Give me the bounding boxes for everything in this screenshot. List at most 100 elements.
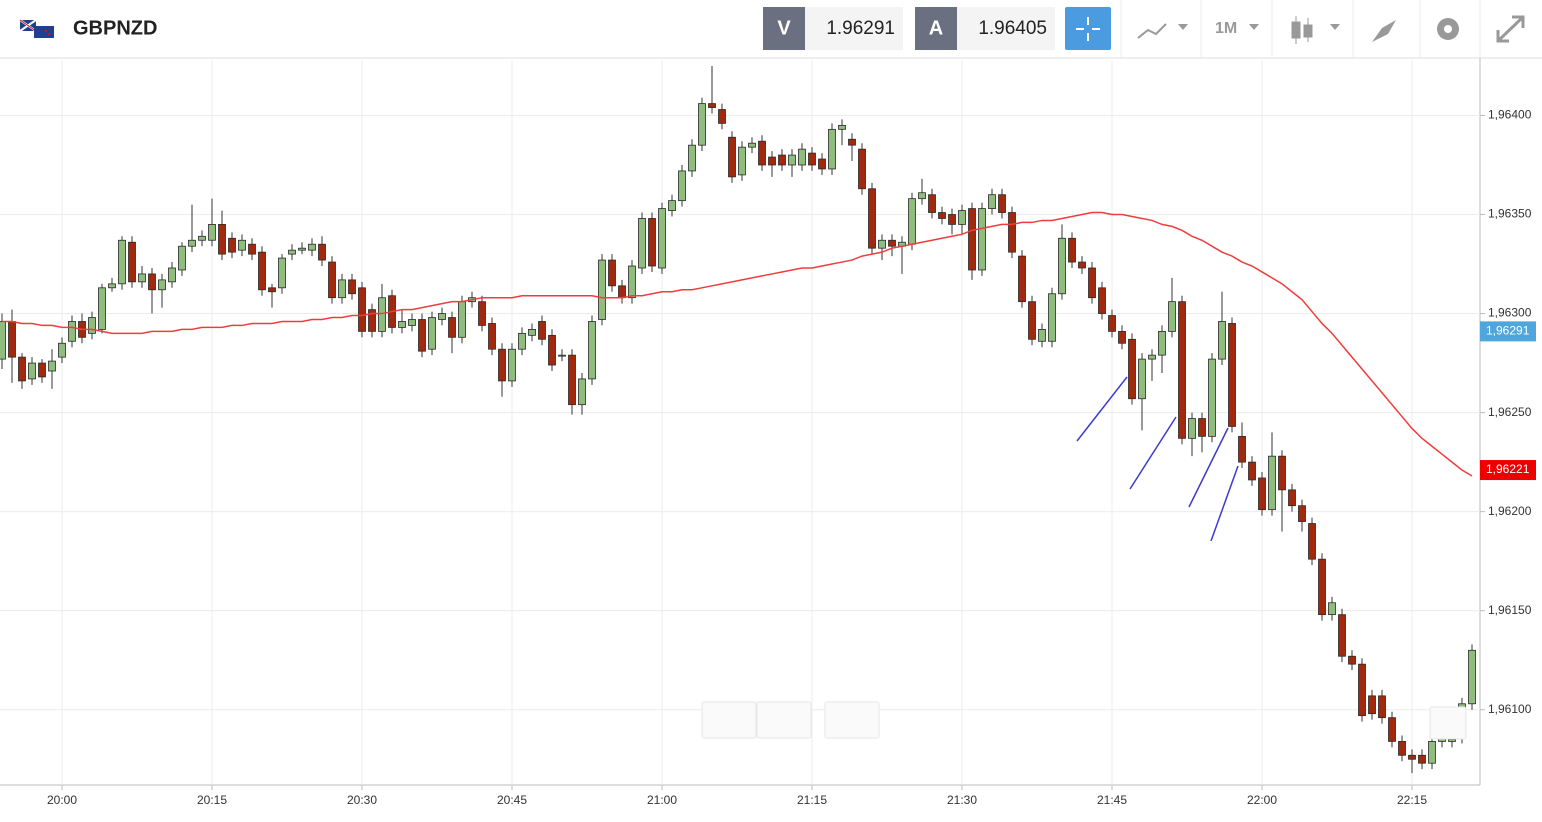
- crosshair-button[interactable]: [1065, 7, 1111, 50]
- x-tick-label: 20:15: [197, 793, 227, 807]
- candle-body: [358, 287, 366, 332]
- candle-body: [488, 323, 496, 350]
- trend-annotation: [1076, 376, 1128, 442]
- nav-button[interactable]: [756, 701, 812, 739]
- candle-body: [578, 378, 586, 406]
- bid-button[interactable]: [763, 7, 805, 50]
- candle-body: [278, 257, 286, 289]
- candle-body: [1138, 358, 1146, 400]
- candle-body: [328, 261, 336, 299]
- symbol: GBPNZD: [73, 17, 157, 39]
- candle-body: [1428, 741, 1436, 764]
- fullscreen-button[interactable]: [1496, 15, 1525, 43]
- candle-body: [398, 321, 406, 328]
- x-tick-label: 20:00: [47, 793, 77, 807]
- candle-body: [1308, 523, 1316, 560]
- settings-button[interactable]: [1437, 18, 1459, 40]
- candle-body: [598, 259, 606, 320]
- candle-body: [168, 267, 176, 283]
- candle-body: [788, 154, 796, 166]
- candle-body: [188, 239, 196, 247]
- candle-body: [1008, 212, 1016, 253]
- candle-body: [288, 249, 296, 255]
- candle-body: [378, 297, 386, 332]
- candle-body: [688, 144, 696, 172]
- candle-body: [988, 194, 996, 209]
- y-tick-label: 1,96100: [1488, 702, 1532, 716]
- candle-body: [868, 188, 876, 249]
- candle-body: [978, 208, 986, 271]
- candle-body: [808, 152, 816, 166]
- candle-body: [208, 224, 216, 241]
- candle-body: [528, 328, 536, 336]
- candle-body: [348, 279, 356, 295]
- nav-button[interactable]: [1429, 706, 1467, 740]
- candle-body: [1198, 418, 1206, 437]
- candle-body: [1168, 301, 1176, 332]
- candle-body: [1148, 354, 1156, 360]
- candle-type-button[interactable]: [1291, 16, 1340, 44]
- candle-body: [518, 332, 526, 350]
- candle-body: [928, 194, 936, 213]
- ask-button[interactable]: [915, 7, 957, 50]
- candle-body: [338, 279, 346, 299]
- candle-body: [0, 321, 6, 360]
- candle-body: [448, 317, 456, 338]
- candle-body: [1018, 255, 1026, 303]
- drawing-tool-button[interactable]: [1372, 20, 1396, 42]
- candle-body: [38, 362, 46, 378]
- timeframe[interactable]: 1M: [1215, 20, 1237, 37]
- candle-body: [148, 273, 156, 291]
- candle-body: [48, 360, 56, 372]
- candle-body: [1058, 237, 1066, 295]
- y-tick-label: 1,96150: [1488, 603, 1532, 617]
- candle-body: [1288, 489, 1296, 507]
- candle-body: [1238, 435, 1246, 463]
- candle-body: [758, 140, 766, 166]
- trend-annotation: [1188, 427, 1229, 508]
- candle-body: [708, 103, 716, 108]
- ask-price: 1.96405: [978, 18, 1047, 39]
- x-tick-label: 20:45: [497, 793, 527, 807]
- candle-body: [1368, 695, 1376, 715]
- candle-body: [828, 128, 836, 170]
- candle-body: [158, 279, 166, 291]
- y-tick-label: 1,96300: [1488, 306, 1532, 320]
- candle-body: [568, 354, 576, 406]
- axes: 1,96100 1,96150 1,96200 1,96250 1,96300 1,963…: [47, 108, 1536, 807]
- candle-body: [948, 214, 956, 225]
- candle-body: [428, 317, 436, 350]
- candle-body: [1388, 717, 1396, 742]
- candle-body: [58, 342, 66, 358]
- candle-body: [718, 109, 726, 124]
- candle-body: [458, 301, 466, 338]
- candle-body: [768, 156, 776, 166]
- price-tag-label: 1,96291: [1486, 324, 1530, 338]
- x-tick-label: 22:15: [1397, 793, 1427, 807]
- chart-type-button[interactable]: [1137, 23, 1188, 39]
- candle-body: [118, 239, 126, 285]
- candle-body: [918, 192, 926, 200]
- annotations: [1076, 376, 1239, 542]
- candle-body: [608, 259, 616, 287]
- candle-body: [88, 317, 96, 334]
- candle-body: [628, 265, 636, 299]
- nav-button[interactable]: [701, 701, 757, 739]
- x-tick-label: 21:15: [797, 793, 827, 807]
- candle-body: [438, 313, 446, 320]
- candle-body: [98, 287, 106, 330]
- candle-body: [558, 354, 566, 357]
- candle-body: [1228, 323, 1236, 427]
- nav-button[interactable]: [824, 701, 880, 739]
- candle-body: [1188, 418, 1196, 439]
- candle-body: [798, 148, 806, 166]
- candle-body: [648, 218, 656, 267]
- candle-body: [28, 362, 36, 380]
- trend-annotation: [1210, 465, 1239, 542]
- candle-body: [998, 194, 1006, 213]
- bid-label: V: [777, 17, 791, 39]
- candle-body: [848, 138, 856, 146]
- candle-body: [108, 283, 116, 289]
- candle-body: [548, 334, 556, 366]
- candle-body: [1468, 649, 1476, 705]
